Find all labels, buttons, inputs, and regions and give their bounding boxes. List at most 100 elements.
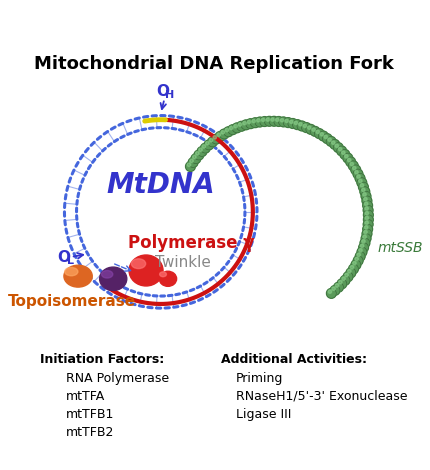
Circle shape	[276, 118, 279, 121]
Circle shape	[312, 128, 315, 131]
Circle shape	[337, 279, 347, 289]
Circle shape	[363, 201, 372, 211]
Text: Mitochondrial DNA Replication Fork: Mitochondrial DNA Replication Fork	[34, 55, 393, 73]
Circle shape	[360, 184, 364, 187]
Circle shape	[364, 197, 367, 201]
Circle shape	[200, 143, 210, 153]
Circle shape	[271, 118, 274, 121]
Circle shape	[187, 163, 191, 166]
Text: RNaseH1/5'-3' Exonuclease: RNaseH1/5'-3' Exonuclease	[236, 390, 408, 403]
Circle shape	[234, 125, 237, 128]
Text: Topoisomerase: Topoisomerase	[8, 294, 136, 309]
Circle shape	[199, 148, 202, 151]
Circle shape	[196, 152, 199, 155]
Circle shape	[269, 117, 279, 126]
Circle shape	[360, 244, 364, 248]
Circle shape	[288, 118, 298, 128]
Circle shape	[261, 118, 265, 122]
Circle shape	[255, 117, 265, 127]
Circle shape	[332, 141, 335, 144]
Circle shape	[257, 118, 260, 122]
Circle shape	[365, 226, 368, 229]
Circle shape	[202, 145, 206, 148]
Circle shape	[266, 118, 270, 121]
Circle shape	[197, 147, 207, 157]
Circle shape	[316, 130, 319, 133]
Circle shape	[343, 272, 353, 282]
Circle shape	[362, 240, 365, 243]
Circle shape	[340, 149, 350, 159]
Circle shape	[221, 131, 224, 134]
Text: Twinkle: Twinkle	[156, 255, 211, 270]
Circle shape	[215, 132, 225, 141]
Circle shape	[348, 161, 358, 171]
Circle shape	[363, 235, 366, 238]
Circle shape	[213, 136, 216, 139]
Circle shape	[283, 118, 293, 127]
Circle shape	[206, 141, 209, 145]
Circle shape	[351, 165, 361, 175]
Circle shape	[260, 117, 270, 126]
Text: O: O	[57, 250, 70, 265]
Circle shape	[339, 281, 342, 284]
Text: Polymerase γ: Polymerase γ	[128, 235, 254, 252]
Circle shape	[337, 146, 347, 156]
Circle shape	[350, 162, 353, 166]
Circle shape	[357, 178, 367, 188]
Circle shape	[237, 121, 246, 131]
Text: H: H	[165, 90, 174, 100]
Circle shape	[280, 118, 284, 122]
Circle shape	[310, 126, 320, 136]
Circle shape	[333, 143, 343, 152]
Circle shape	[363, 224, 372, 234]
Circle shape	[306, 125, 316, 134]
Circle shape	[346, 268, 356, 278]
Circle shape	[350, 266, 354, 269]
Circle shape	[359, 249, 362, 252]
Circle shape	[355, 171, 358, 174]
Circle shape	[361, 191, 371, 201]
Circle shape	[301, 123, 311, 133]
Circle shape	[362, 196, 372, 206]
Circle shape	[353, 166, 356, 170]
Ellipse shape	[64, 267, 78, 276]
Circle shape	[360, 238, 370, 248]
Circle shape	[243, 121, 246, 125]
Circle shape	[355, 173, 365, 183]
Circle shape	[224, 127, 233, 137]
Circle shape	[353, 169, 363, 179]
Circle shape	[191, 154, 201, 164]
Circle shape	[363, 215, 373, 225]
Circle shape	[351, 260, 361, 270]
Text: MtDNA: MtDNA	[106, 172, 215, 199]
Circle shape	[299, 123, 302, 126]
Circle shape	[365, 221, 369, 224]
Circle shape	[328, 290, 332, 293]
Circle shape	[338, 148, 342, 151]
Circle shape	[357, 175, 360, 178]
Circle shape	[246, 119, 255, 129]
Circle shape	[228, 125, 237, 134]
Circle shape	[365, 216, 369, 219]
Circle shape	[230, 126, 233, 130]
Circle shape	[208, 137, 218, 147]
Circle shape	[247, 120, 251, 124]
Circle shape	[193, 155, 196, 159]
Circle shape	[343, 153, 353, 163]
Text: O: O	[156, 84, 169, 99]
Text: Additional Activities:: Additional Activities:	[221, 353, 367, 367]
Text: Priming: Priming	[236, 372, 284, 384]
Circle shape	[365, 207, 369, 210]
Circle shape	[294, 121, 298, 125]
Circle shape	[290, 120, 293, 124]
Text: mtTFB1: mtTFB1	[66, 408, 115, 421]
Ellipse shape	[129, 255, 163, 286]
Circle shape	[209, 139, 213, 142]
Ellipse shape	[64, 265, 92, 287]
Circle shape	[303, 124, 307, 127]
Circle shape	[328, 138, 332, 141]
Circle shape	[340, 275, 350, 285]
Circle shape	[364, 230, 367, 234]
Circle shape	[341, 151, 345, 155]
Text: mtTFB2: mtTFB2	[66, 426, 115, 439]
